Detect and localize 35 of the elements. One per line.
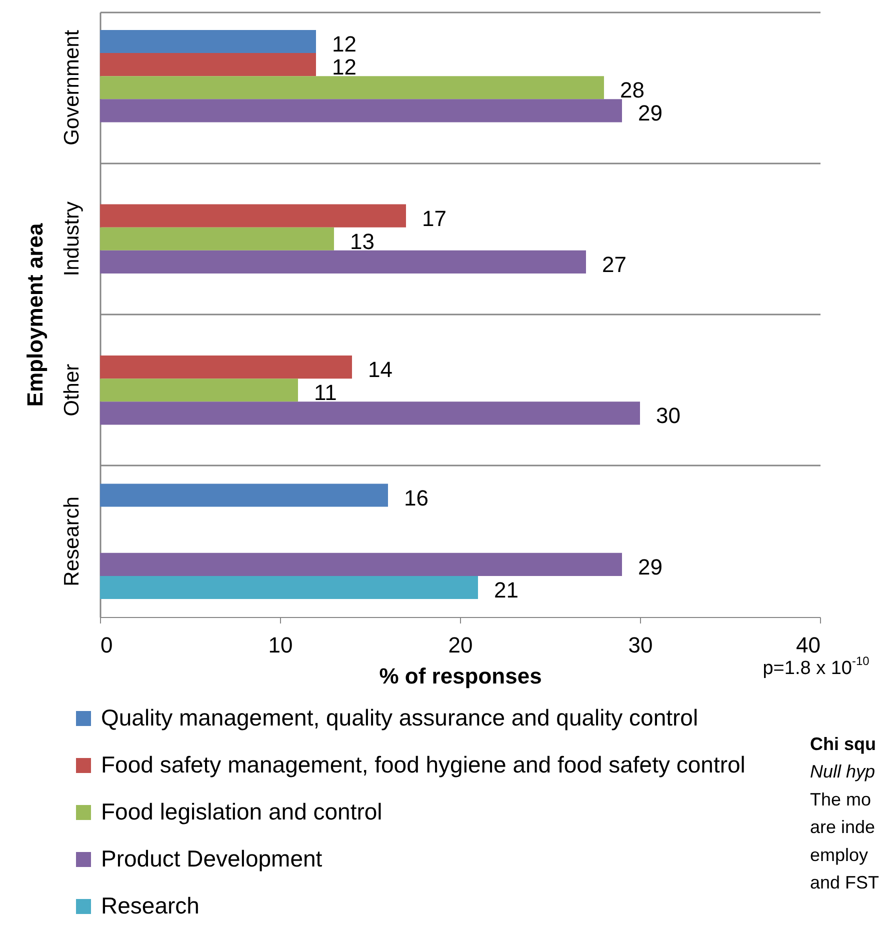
legend-label: Food safety management, food hygiene and food safety control [101, 752, 746, 778]
legend-label: Product Development [101, 846, 323, 872]
text: employ [810, 844, 868, 865]
x-tick-label: 40 [796, 632, 820, 658]
text: The mo [810, 789, 872, 810]
x-tick-label: 0 [100, 632, 113, 658]
text: are inde [810, 817, 876, 838]
data-label: 11 [314, 380, 337, 406]
data-label: 28 [620, 78, 644, 103]
y-tick-label: Industry [60, 201, 84, 276]
data-label: 12 [332, 32, 356, 57]
x-axis-title: % of responses [379, 664, 542, 688]
data-label: 27 [602, 252, 626, 277]
text: Null hyp [810, 762, 876, 782]
legend-label: Food legislation and control [101, 798, 382, 824]
y-axis-title: Employment area [22, 222, 48, 407]
data-label: 17 [422, 206, 446, 231]
x-tick-label: 20 [448, 632, 473, 658]
data-label: 21 [494, 577, 518, 602]
x-tick-label: 10 [268, 632, 293, 658]
text: and FST [810, 872, 880, 892]
data-label: 30 [656, 403, 680, 428]
data-label: 12 [332, 54, 356, 80]
x-tick-label: 30 [628, 632, 653, 658]
data-label: 13 [350, 228, 374, 254]
data-label: 29 [638, 100, 662, 126]
legend-label: Research [101, 892, 200, 918]
data-label: 14 [368, 357, 392, 382]
data-label: 16 [404, 485, 428, 510]
data-label: 29 [638, 554, 662, 580]
y-tick-label: Government [60, 30, 84, 146]
y-tick-label: Research [60, 496, 84, 586]
text: Chi squ [810, 734, 876, 754]
y-tick-label: Other [60, 364, 84, 416]
legend-label: Quality management, quality assurance and quality control [101, 704, 698, 730]
